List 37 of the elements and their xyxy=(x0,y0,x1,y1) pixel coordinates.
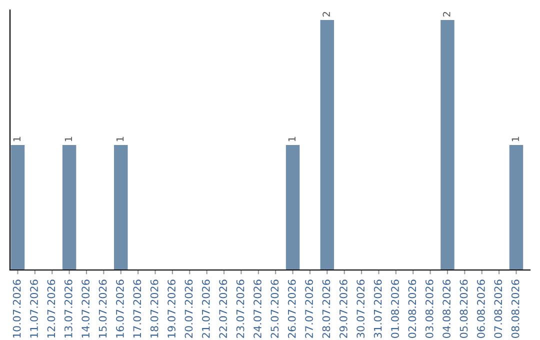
data-label: 2 xyxy=(442,12,450,17)
x-tick-label: 12.07.2026 xyxy=(47,280,56,338)
x-tick-label: 14.07.2026 xyxy=(82,280,90,338)
x-tick-label: 01.08.2026 xyxy=(391,280,399,338)
x-tick-label: 23.07.2026 xyxy=(236,280,244,338)
x-tick-label: 18.07.2026 xyxy=(150,280,158,338)
x-tick-label: 20.07.2026 xyxy=(184,280,193,338)
data-label: 1 xyxy=(288,136,296,142)
x-tick-label: 02.08.2026 xyxy=(408,280,416,338)
x-tick-label: 19.07.2026 xyxy=(168,280,176,338)
x-tick-label: 28.07.2026 xyxy=(322,280,330,338)
data-label: 1 xyxy=(512,136,519,142)
x-tick-label: 27.07.2026 xyxy=(305,280,313,338)
x-tick-label: 05.08.2026 xyxy=(460,280,468,338)
x-tick-label: 03.08.2026 xyxy=(425,280,434,338)
data-label: 1 xyxy=(116,136,124,142)
data-label: 1 xyxy=(64,136,72,142)
x-tick-label: 16.07.2026 xyxy=(116,280,124,338)
x-tick-label: 24.07.2026 xyxy=(254,280,262,338)
x-tick-label: 04.08.2026 xyxy=(442,280,451,338)
x-tick-label: 30.07.2026 xyxy=(356,280,365,338)
x-tick-label: 22.07.2026 xyxy=(219,280,228,338)
x-tick-label: 25.07.2026 xyxy=(270,280,279,338)
x-tick-label: 17.07.2026 xyxy=(133,280,142,338)
x-tick-label: 26.07.2026 xyxy=(288,280,296,338)
x-tick-label: 15.07.2026 xyxy=(98,280,107,338)
x-tick-label: 06.08.2026 xyxy=(477,280,485,338)
data-label: 1 xyxy=(13,136,20,142)
x-tick-label: 11.07.2026 xyxy=(30,280,38,338)
x-tick-label: 21.07.2026 xyxy=(202,280,210,338)
x-tick-label: 07.08.2026 xyxy=(494,280,502,338)
data-label: 2 xyxy=(322,12,330,17)
x-tick-label: 08.08.2026 xyxy=(511,280,520,338)
x-tick-label: 10.07.2026 xyxy=(12,280,21,338)
x-tick-label: 31.07.2026 xyxy=(374,280,382,338)
x-tick-label: 13.07.2026 xyxy=(64,280,72,338)
x-tick-label: 29.07.2026 xyxy=(339,280,348,338)
